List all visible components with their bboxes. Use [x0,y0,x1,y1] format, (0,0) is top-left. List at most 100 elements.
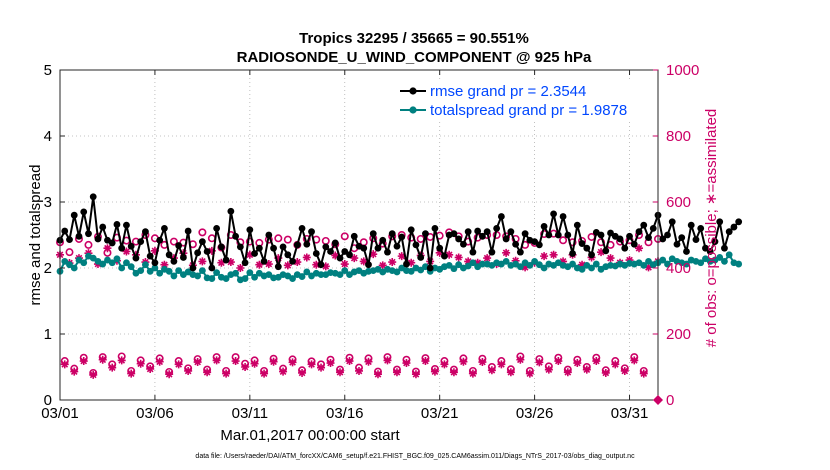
rmse-point [341,248,349,255]
totalspread-point [198,267,206,275]
obs-assimilated-low-point [288,358,297,367]
obs-assimilated-low-point [317,363,326,372]
obs-assimilated-high-point [226,258,235,267]
obs-assimilated-high-point [236,264,245,272]
rmse-point [602,247,610,255]
rmse-point [66,236,73,244]
rmse-point [559,213,567,220]
rmse-point [227,207,235,215]
obs-assimilated-high-point [312,260,321,269]
rmse-point [388,230,396,238]
obs-assimilated-high-point [483,254,492,263]
obs-assimilated-low-point [573,359,582,368]
obs-assimilated-high-point [245,250,254,259]
obs-possible-high-point [84,240,93,249]
obs-assimilated-high-point [464,257,473,266]
totalspread-point [123,259,130,267]
rmse-point [198,238,206,246]
rmse-point [497,213,505,220]
y-tick-label-left: 4 [44,128,52,145]
obs-assimilated-high-point [559,257,568,266]
rmse-point [175,242,183,249]
rmse-point [607,229,614,237]
totalspread-point [683,260,690,268]
rmse-point [208,264,216,272]
totalspread-point [99,260,107,268]
legend: rmse grand pr = 2.3544 totalspread grand… [396,80,654,122]
obs-assimilated-low-point [554,357,563,366]
rmse-point [350,232,358,240]
totalspread-point [175,267,183,275]
rmse-point [678,234,686,242]
legend-rmse-marker [409,87,417,95]
obs-assimilated-high-point [435,248,444,257]
totalspread-point [407,267,415,275]
right-axis-zero-marker [653,395,663,405]
obs-assimilated-low-point [535,358,544,367]
rmse-point [213,225,221,232]
rmse-point [146,252,154,260]
rmse-point [398,233,406,241]
obs-assimilated-high-point [207,246,216,255]
rmse-point [512,240,520,248]
rmse-point [312,250,320,257]
obs-assimilated-low-point [487,366,496,375]
rmse-point [493,225,501,232]
rmse-point [455,235,463,243]
obs-assimilated-low-point [326,359,335,368]
legend-spread-marker [409,106,417,114]
obs-assimilated-high-point [369,250,378,259]
rmse-point [588,251,595,259]
rmse-point [702,244,709,252]
obs-assimilated-high-point [331,251,340,260]
y-tick-label-right: 0 [666,392,674,409]
obs-assimilated-low-point [184,366,193,375]
x-tick-label: 03/31 [611,405,649,422]
totalspread-point [588,264,595,272]
totalspread-point [151,264,159,272]
rmse-point [659,235,667,243]
obs-possible-high-point [283,235,292,244]
rmse-point [664,231,671,239]
rmse-point [369,230,377,238]
rmse-point [179,254,187,261]
totalspread-point [502,258,510,265]
totalspread-point [526,261,534,269]
obs-assimilated-low-point [373,370,382,379]
rmse-point [61,227,69,235]
obs-assimilated-low-point [60,360,69,369]
y-tick-label-right: 800 [666,128,691,145]
obs-assimilated-low-point [89,370,98,379]
totalspread-point [531,258,539,265]
totalspread-point [725,251,733,259]
totalspread-point [578,265,586,273]
plot-border [59,69,659,401]
obs-assimilated-low-point [165,370,174,379]
totalspread-point [445,261,453,269]
rmse-point [597,231,605,239]
obs-assimilated-low-point [345,357,354,366]
x-tick-label: 03/26 [516,405,554,422]
rmse-point [403,260,410,268]
rmse-point [535,241,543,249]
rmse-point [616,235,624,243]
rmse-point [156,236,164,244]
rmse-point [687,221,695,229]
rmse-point [649,225,657,232]
rmse-point [540,223,548,230]
rmse-point [640,221,648,229]
rmse-point [569,250,576,257]
rmse-point [75,232,83,240]
totalspread-point [469,259,477,267]
totalspread-point [165,267,173,275]
totalspread-point [659,256,667,264]
rmse-point [507,228,515,236]
totalspread-point [516,263,524,271]
rmse-point [521,230,529,238]
rmse-point [412,241,420,249]
obs-assimilated-low-point [269,357,278,366]
obs-assimilated-low-point [497,360,506,369]
rmse-point [697,225,705,232]
obs-assimilated-low-point [592,357,601,366]
obs-assimilated-high-point [122,247,131,256]
